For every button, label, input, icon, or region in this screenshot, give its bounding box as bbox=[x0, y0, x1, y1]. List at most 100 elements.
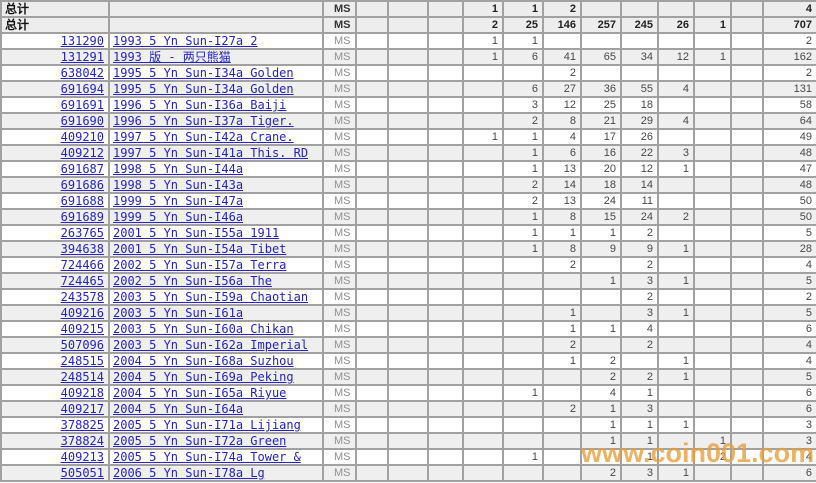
coin-description-link[interactable]: 2005 5 Yn Sun-I74a Tower & bbox=[113, 450, 301, 464]
grade-count-cell bbox=[730, 288, 764, 306]
grade-count-cell: 1 bbox=[580, 400, 622, 418]
cert-number-link[interactable]: 724466 bbox=[60, 258, 104, 272]
cert-number-link[interactable]: 409217 bbox=[60, 402, 104, 416]
grade-count-cell: 6 bbox=[502, 80, 544, 98]
cert-number-link[interactable]: 248514 bbox=[60, 370, 104, 384]
grade-count-cell: 1 bbox=[542, 224, 582, 242]
cert-number-link[interactable]: 131290 bbox=[60, 34, 104, 48]
coin-description-link[interactable]: 2004 5 Yn Sun-I64a bbox=[113, 402, 244, 416]
grade-count-cell bbox=[355, 96, 389, 114]
grade-count-cell bbox=[427, 176, 464, 194]
coin-description-link[interactable]: 2003 5 Yn Sun-I60a Chikan bbox=[113, 322, 294, 336]
cert-number-link[interactable]: 409215 bbox=[60, 322, 104, 336]
cert-number-link[interactable]: 409213 bbox=[60, 450, 104, 464]
grade-count-cell: 1 bbox=[502, 208, 544, 226]
cert-number-link[interactable]: 724465 bbox=[60, 274, 104, 288]
coin-description-cell: 2005 5 Yn Sun-I74a Tower & bbox=[108, 448, 324, 466]
grade-count-cell bbox=[502, 368, 544, 386]
coin-description-link[interactable]: 1998 5 Yn Sun-I44a bbox=[113, 162, 244, 176]
coin-description-link[interactable]: 1997 5 Yn Sun-I42a Crane. bbox=[113, 130, 294, 144]
grade-count-cell: 1 bbox=[657, 464, 695, 482]
cert-number-link[interactable]: 507096 bbox=[60, 338, 104, 352]
cert-number-link[interactable]: 409212 bbox=[60, 146, 104, 160]
grade-count-cell bbox=[730, 464, 764, 482]
coin-description-cell: 1997 5 Yn Sun-I42a Crane. bbox=[108, 128, 324, 146]
grade-count-cell bbox=[730, 160, 764, 178]
total-count-cell: 2 bbox=[762, 32, 816, 50]
grade-count-cell bbox=[355, 64, 389, 82]
coin-description-link[interactable]: 2004 5 Yn Sun-I68a Suzhou bbox=[113, 354, 294, 368]
coin-description-link[interactable]: 2005 5 Yn Sun-I71a Lijiang bbox=[113, 418, 301, 432]
cert-number-link[interactable]: 691690 bbox=[60, 114, 104, 128]
grade-count-cell bbox=[730, 240, 764, 258]
cert-number-link[interactable]: 409218 bbox=[60, 386, 104, 400]
coin-description-link[interactable]: 1993 5 Yn Sun-I27a 2 bbox=[113, 34, 258, 48]
coin-description-link[interactable]: 2003 5 Yn Sun-I61a bbox=[113, 306, 244, 320]
cert-number-link[interactable]: 638042 bbox=[60, 66, 104, 80]
cert-number-link[interactable]: 691687 bbox=[60, 162, 104, 176]
cert-number-cell: 691694 bbox=[0, 80, 110, 98]
grade-count-cell: 1 bbox=[657, 368, 695, 386]
grade-count-cell bbox=[462, 192, 504, 210]
coin-description-link[interactable]: 1995 5 Yn Sun-I34a Golden bbox=[113, 66, 294, 80]
total-count-cell: 6 bbox=[762, 320, 816, 338]
cert-number-link[interactable]: 691691 bbox=[60, 98, 104, 112]
grade-count-cell: 15 bbox=[580, 208, 622, 226]
coin-description-link[interactable]: 2004 5 Yn Sun-I69a Peking bbox=[113, 370, 294, 384]
coin-description-link[interactable]: 2004 5 Yn Sun-I65a Riyue bbox=[113, 386, 287, 400]
grade-count-cell bbox=[542, 464, 582, 482]
coin-description-link[interactable]: 1996 5 Yn Sun-I36a Baiji bbox=[113, 98, 287, 112]
grade-prefix-cell: MS bbox=[322, 128, 357, 146]
cert-number-link[interactable]: 691694 bbox=[60, 82, 104, 96]
grade-count-cell: 9 bbox=[580, 240, 622, 258]
grade-count-cell bbox=[427, 80, 464, 98]
grade-count-cell bbox=[427, 288, 464, 306]
cert-number-link[interactable]: 691688 bbox=[60, 194, 104, 208]
cert-number-cell: 248514 bbox=[0, 368, 110, 386]
cert-number-link[interactable]: 263765 bbox=[60, 226, 104, 240]
coin-description-link[interactable]: 2006 5 Yn Sun-I78a Lg bbox=[113, 466, 265, 480]
cert-number-link[interactable]: 378824 bbox=[60, 434, 104, 448]
cert-number-link[interactable]: 691686 bbox=[60, 178, 104, 192]
grade-count-cell: 2 bbox=[542, 64, 582, 82]
coin-description-link[interactable]: 2003 5 Yn Sun-I62a Imperial bbox=[113, 338, 309, 352]
coin-description-link[interactable]: 2002 5 Yn Sun-I56a The bbox=[113, 274, 272, 288]
grade-count-cell: 26 bbox=[620, 128, 659, 146]
coin-description-link[interactable]: 1998 5 Yn Sun-I43a bbox=[113, 178, 244, 192]
coin-description-link[interactable]: 2003 5 Yn Sun-I59a Chaotian bbox=[113, 290, 309, 304]
grade-count-cell bbox=[657, 32, 695, 50]
grade-count-cell bbox=[693, 224, 732, 242]
cert-number-link[interactable]: 243578 bbox=[60, 290, 104, 304]
cert-number-link[interactable]: 248515 bbox=[60, 354, 104, 368]
coin-description-link[interactable]: 1995 5 Yn Sun-I34a Golden bbox=[113, 82, 294, 96]
grade-count-cell: 55 bbox=[620, 80, 659, 98]
coin-description-link[interactable]: 1996 5 Yn Sun-I37a Tiger. bbox=[113, 114, 294, 128]
cert-number-link[interactable]: 394638 bbox=[60, 242, 104, 256]
coin-description-link[interactable]: 2005 5 Yn Sun-I72a Green bbox=[113, 434, 287, 448]
coin-description-link[interactable]: 1999 5 Yn Sun-I47a bbox=[113, 194, 244, 208]
grade-count-cell bbox=[387, 112, 429, 130]
coin-description-link[interactable]: 1997 5 Yn Sun-I41a This. RD bbox=[113, 146, 309, 160]
coin-description-link[interactable]: 2001 5 Yn Sun-I55a 1911 bbox=[113, 226, 280, 240]
cert-number-link[interactable]: 505051 bbox=[60, 466, 104, 480]
grade-prefix-cell: MS bbox=[322, 64, 357, 82]
grade-count-cell bbox=[387, 432, 429, 450]
cert-number-link[interactable]: 378825 bbox=[60, 418, 104, 432]
cert-number-link[interactable]: 691689 bbox=[60, 210, 104, 224]
coin-description-link[interactable]: 1993 版 - 两只熊猫 bbox=[113, 50, 231, 64]
cert-number-link[interactable]: 131291 bbox=[60, 50, 104, 64]
grade-count-cell: 257 bbox=[580, 16, 622, 34]
coin-description-link[interactable]: 2001 5 Yn Sun-I54a Tibet bbox=[113, 242, 287, 256]
cert-number-link[interactable]: 409210 bbox=[60, 130, 104, 144]
coin-description-link[interactable]: 1999 5 Yn Sun-I46a bbox=[113, 210, 244, 224]
grade-count-cell: 2 bbox=[542, 400, 582, 418]
cert-number-cell: 409213 bbox=[0, 448, 110, 466]
grade-count-cell: 1 bbox=[502, 160, 544, 178]
grade-count-cell bbox=[657, 192, 695, 210]
cert-number-link[interactable]: 409216 bbox=[60, 306, 104, 320]
grade-count-cell bbox=[502, 400, 544, 418]
grade-count-cell: 1 bbox=[580, 224, 622, 242]
grade-count-cell bbox=[427, 64, 464, 82]
grade-count-cell bbox=[542, 32, 582, 50]
coin-description-link[interactable]: 2002 5 Yn Sun-I57a Terra bbox=[113, 258, 287, 272]
